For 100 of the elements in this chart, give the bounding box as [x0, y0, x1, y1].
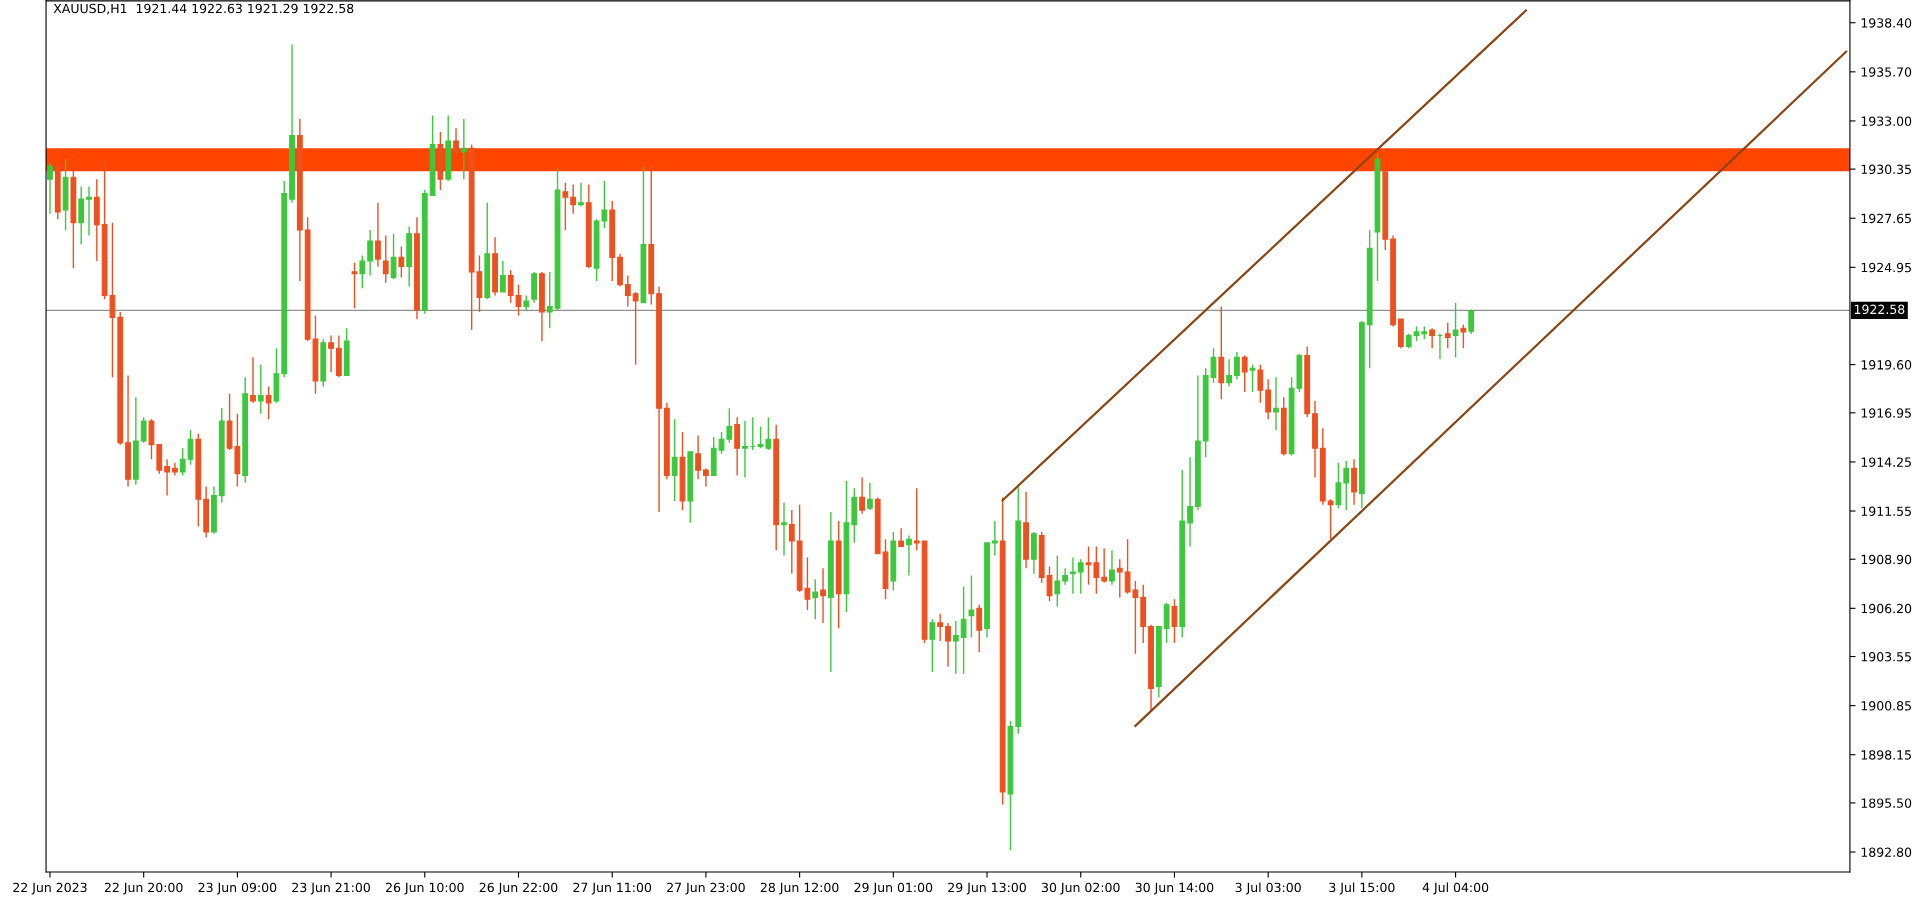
candlestick [1335, 462, 1342, 509]
candlestick [976, 603, 983, 653]
y-tick-label: 1892.80 [1861, 847, 1912, 857]
y-tick-label: 1938.40 [1861, 18, 1912, 28]
candlestick [1327, 498, 1334, 540]
candlestick [742, 420, 748, 479]
chart-title: XAUUSD,H1 1921.44 1922.63 1921.29 1922.58 [53, 3, 354, 15]
y-tick-label: 1927.65 [1861, 213, 1911, 224]
x-tick-label: 29 Jun 01:00 [854, 882, 933, 895]
candlestick [499, 260, 506, 293]
x-tick-label: 3 Jul 03:00 [1235, 882, 1301, 895]
ref-line-label: 1922.58 [1854, 304, 1905, 315]
candlestick [1101, 547, 1108, 584]
x-tick-label: 4 Jul 04:00 [1422, 882, 1489, 895]
candlestick [1351, 458, 1357, 506]
x-tick-label: 29 Jun 13:00 [948, 882, 1026, 895]
candlestick [937, 613, 944, 642]
candlestick [546, 271, 553, 329]
candlestick [507, 269, 514, 304]
candlestick [1116, 558, 1123, 599]
x-tick-label: 3 Jul 15:00 [1329, 882, 1395, 895]
candlestick [460, 118, 467, 180]
candlestick [375, 202, 381, 268]
x-tick-label: 30 Jun 14:00 [1135, 882, 1214, 895]
y-tick-label: 1906.20 [1861, 603, 1912, 614]
y-tick-label: 1919.60 [1861, 360, 1912, 370]
candlestick [47, 162, 53, 215]
candlestick [632, 291, 639, 366]
candlestick [945, 622, 951, 668]
candlestick [624, 274, 631, 308]
y-tick-label: 1898.15 [1861, 750, 1911, 760]
candlestick [1429, 327, 1436, 349]
y-tick-label: 1895.50 [1861, 798, 1912, 808]
candlestick [1444, 322, 1451, 349]
y-tick-label: 1900.85 [1861, 701, 1911, 711]
candlestick [929, 618, 936, 673]
candlestick [952, 620, 959, 675]
y-tick-label: 1916.95 [1861, 408, 1911, 418]
candlestick [1460, 323, 1467, 349]
x-tick-label: 28 Jun 12:00 [760, 882, 839, 895]
x-tick-label: 27 Jun 23:00 [667, 882, 745, 895]
candlestick [1241, 354, 1248, 393]
candlestick [671, 418, 678, 502]
candlestick [367, 229, 374, 277]
candlestick [359, 254, 366, 289]
candlestick [734, 416, 741, 477]
candlestick [703, 467, 709, 488]
x-tick-label: 22 Jun 2023 [13, 882, 87, 895]
candlestick [578, 182, 584, 208]
candlestick [859, 476, 865, 515]
candlestick [1077, 558, 1084, 595]
candlestick [1187, 456, 1193, 548]
candlestick [820, 567, 826, 624]
candlestick [960, 585, 967, 675]
candlestick [179, 447, 186, 477]
candlestick [86, 185, 92, 237]
candlestick [913, 487, 920, 551]
candlestick [351, 262, 358, 309]
candlestick [812, 578, 819, 620]
candlestick [1343, 460, 1350, 511]
candlestick [78, 185, 85, 246]
candlestick [570, 183, 577, 215]
y-tick-label: 1908.90 [1861, 554, 1912, 565]
x-tick-label: 27 Jun 11:00 [573, 882, 652, 895]
candlestick [164, 458, 170, 497]
x-tick-label: 26 Jun 10:00 [386, 882, 464, 895]
candlestick [1468, 308, 1475, 335]
candlestick [1054, 554, 1061, 608]
candlestick [898, 527, 905, 548]
candlestick [1226, 358, 1233, 388]
y-tick-label: 1914.25 [1861, 457, 1911, 467]
candlestick [788, 509, 795, 575]
candlestick [328, 334, 334, 373]
candlestick [148, 418, 155, 460]
candlestick [695, 434, 701, 480]
x-tick-label: 23 Jun 21:00 [292, 882, 370, 895]
candlestick [1273, 376, 1279, 431]
y-tick-label: 1930.35 [1861, 164, 1911, 175]
y-tick-label: 1933.00 [1861, 116, 1912, 126]
candlestick [250, 356, 256, 404]
candlestick [1234, 351, 1240, 380]
x-tick-label: 23 Jun 09:00 [198, 882, 277, 895]
candlestick [265, 385, 272, 420]
candlestick [1070, 556, 1076, 595]
candlestick [1171, 598, 1178, 644]
x-tick-label: 26 Jun 22:00 [479, 882, 558, 895]
x-tick-label: 22 Jun 20:00 [104, 882, 183, 895]
candlestick [1109, 549, 1115, 586]
candlestick [382, 234, 389, 284]
x-tick-label: 30 Jun 02:00 [1041, 882, 1120, 895]
candlestick [390, 232, 397, 280]
candlestick [1265, 378, 1272, 420]
y-tick-label: 1903.55 [1861, 651, 1911, 662]
candlestick [968, 574, 975, 639]
candlestick [187, 429, 194, 466]
candlestick [866, 482, 873, 511]
y-tick-label: 1924.95 [1861, 262, 1911, 273]
candlestick [1249, 363, 1256, 393]
candlestick [257, 363, 264, 415]
y-tick-label: 1911.55 [1861, 506, 1911, 516]
